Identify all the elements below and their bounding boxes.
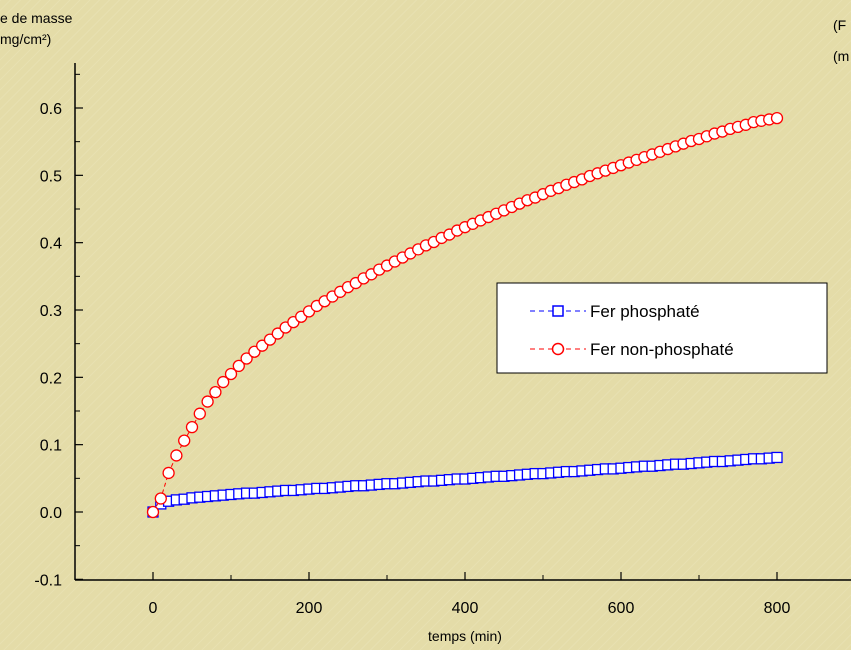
legend-marker-phosphate — [552, 305, 564, 317]
series-non-phosphate — [146, 111, 784, 519]
legend: Fer phosphaté Fer non-phosphaté — [496, 282, 828, 374]
series-phosphate — [147, 451, 783, 518]
y-tick-label: 0.6 — [40, 101, 62, 118]
data-point — [770, 111, 784, 125]
y-axis-title-line-2: mg/cm²) — [0, 31, 51, 47]
data-point — [178, 434, 191, 447]
legend-label-phosphate: Fer phosphaté — [590, 302, 700, 321]
x-tick-label: 200 — [296, 600, 323, 617]
data-point — [201, 395, 214, 408]
x-tick-label: 0 — [149, 600, 158, 617]
x-tick-label: 800 — [764, 600, 791, 617]
legend-marker-non-phosphate — [551, 342, 565, 356]
corner-text-line-1: (F — [833, 17, 846, 33]
data-point — [209, 385, 222, 399]
legend-entry-phosphate: Fer phosphaté — [530, 302, 700, 321]
x-tick-label: 600 — [608, 600, 635, 617]
legend-entry-non-phosphate: Fer non-phosphaté — [530, 340, 734, 359]
y-tick-label: 0.0 — [40, 505, 62, 522]
data-point — [193, 407, 206, 420]
ticks: -0.1 0.0 0.1 0.2 0.3 0.4 0.5 0.6 0 200 400 600 800 — [34, 73, 791, 617]
data-point — [224, 367, 238, 381]
corner-text-line-2: (m — [833, 48, 849, 64]
y-tick-label: 0.5 — [40, 168, 62, 185]
data-point — [240, 352, 253, 365]
data-point — [162, 466, 175, 480]
y-tick-label: 0.2 — [40, 370, 62, 387]
data-point — [217, 375, 230, 389]
y-tick-label: 0.3 — [40, 303, 62, 320]
y-tick-label: -0.1 — [34, 572, 62, 589]
data-point — [154, 492, 167, 505]
data-point — [146, 505, 160, 519]
x-axis-title: temps (min) — [428, 628, 502, 644]
series-layer — [146, 111, 784, 519]
axes — [74, 63, 851, 581]
data-point — [185, 421, 199, 434]
y-tick-label: 0.1 — [40, 438, 62, 455]
data-point — [232, 359, 245, 373]
legend-label-non-phosphate: Fer non-phosphaté — [590, 340, 734, 359]
data-point — [170, 449, 183, 462]
data-point — [771, 451, 783, 464]
x-tick-label: 400 — [452, 600, 479, 617]
legend-box — [496, 282, 828, 374]
y-axis-title-line-1: e de masse — [0, 10, 73, 26]
y-tick-label: 0.4 — [40, 236, 62, 253]
